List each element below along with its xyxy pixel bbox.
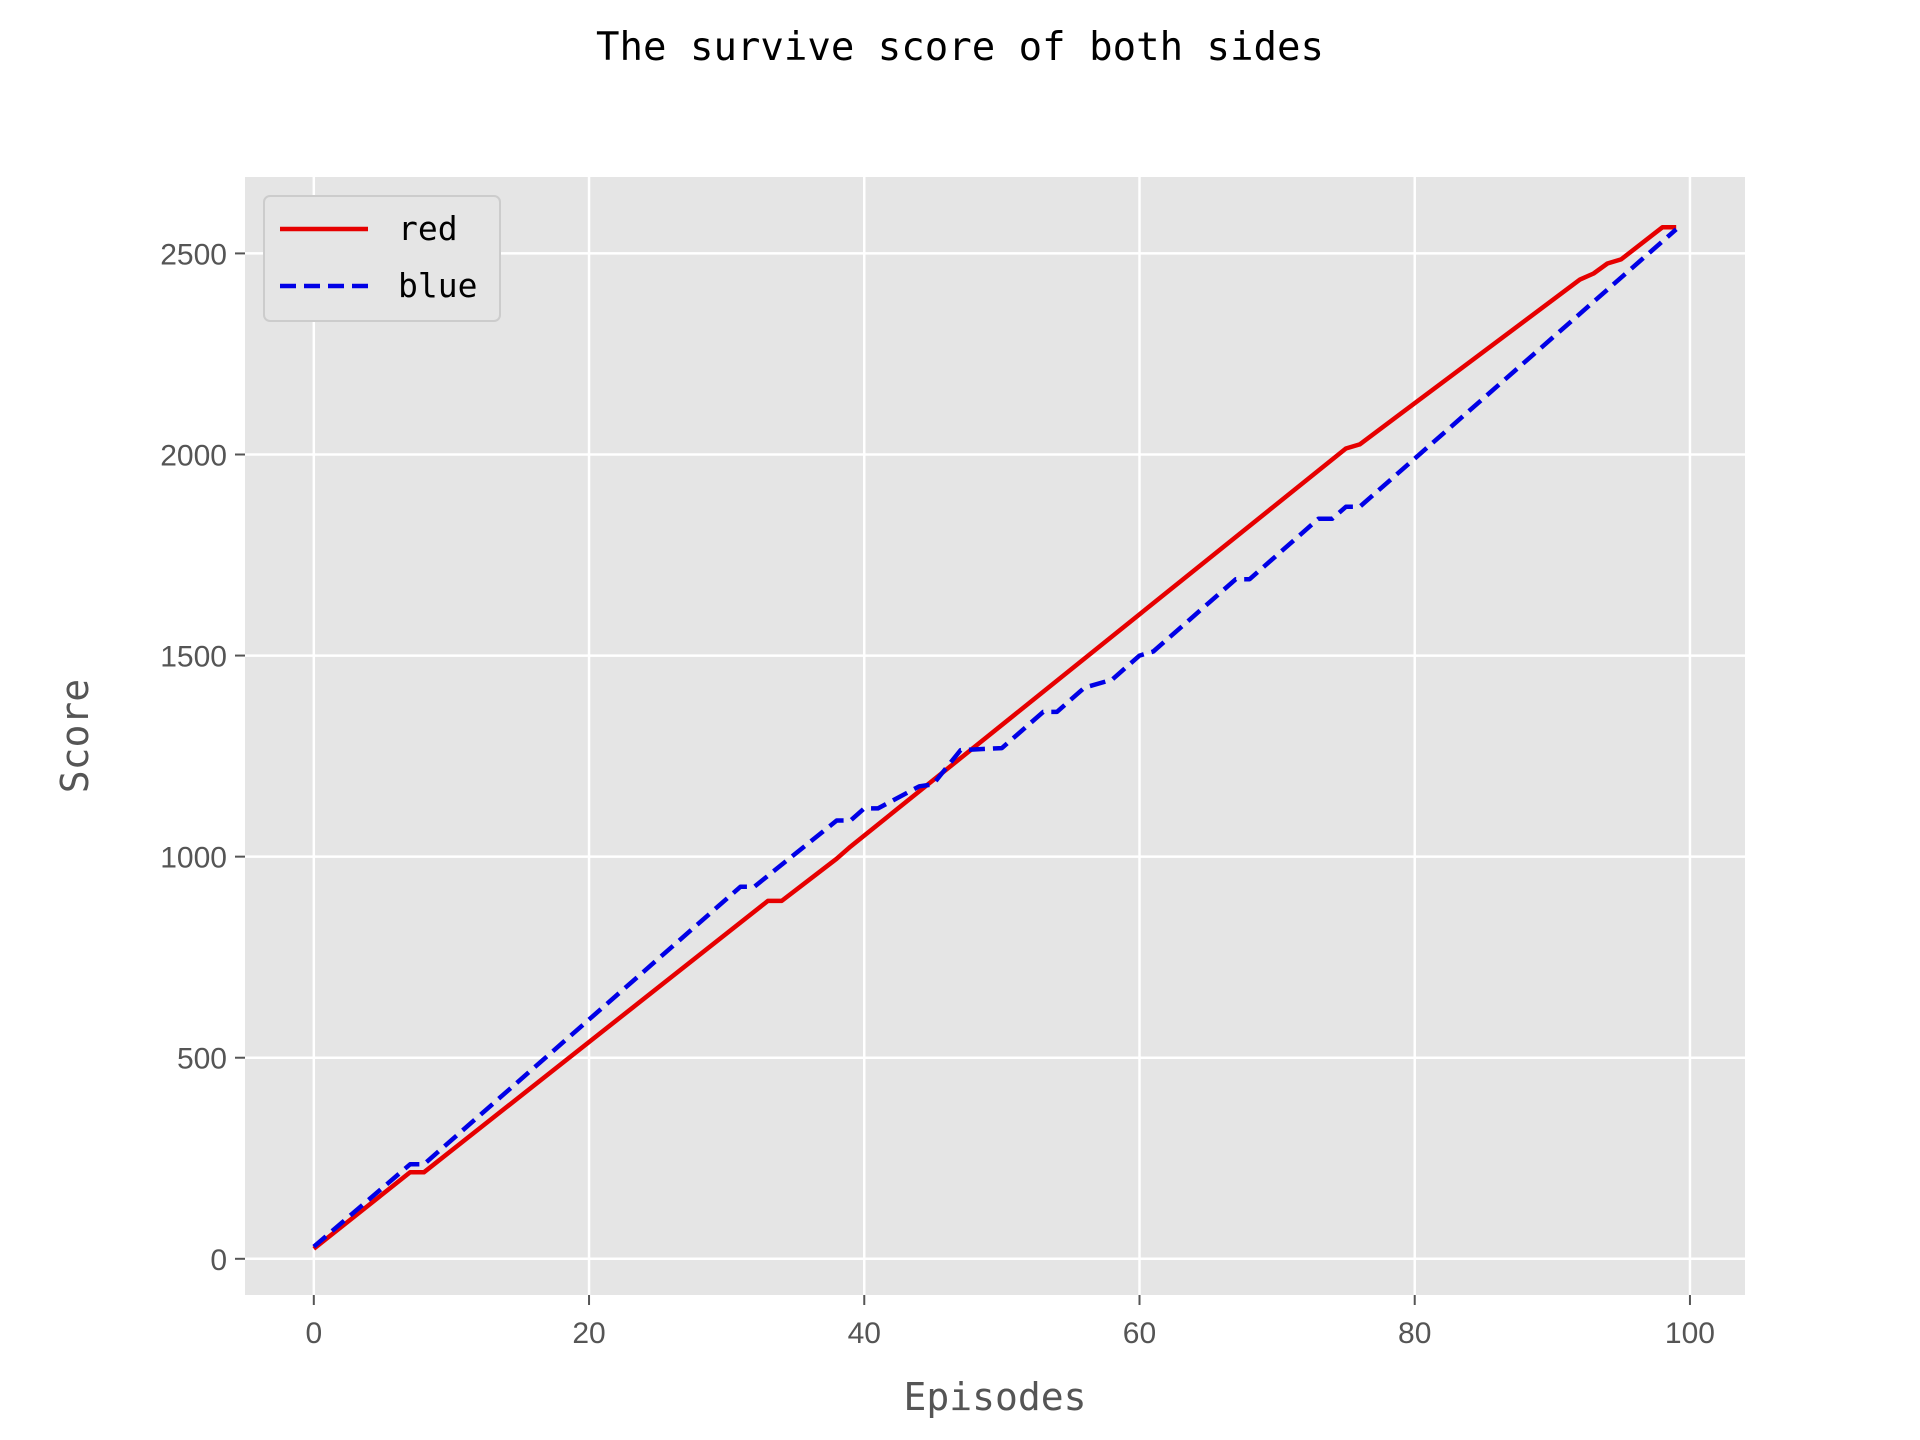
legend-label-blue: blue [398,266,477,305]
series-layer [312,225,1678,1251]
y-tick-label: 1000 [160,842,227,875]
x-axis-label: Episodes [903,1375,1086,1419]
y-axis-label: Score [53,679,97,793]
chart-title: The survive score of both sides [596,25,1324,70]
x-tick-label: 40 [848,1317,881,1350]
y-tick-label: 0 [210,1244,227,1277]
x-axis: 0 20 40 60 80 100 [305,1295,1715,1350]
series-line-red [312,225,1677,1251]
y-tick-label: 2000 [160,439,227,472]
y-tick-label: 1500 [160,641,227,674]
y-tick-label: 2500 [160,238,227,271]
x-tick-label: 20 [572,1317,605,1350]
legend-label-red: red [398,209,458,248]
series-line-blue [312,227,1678,1249]
x-tick-label: 100 [1665,1317,1715,1350]
x-tick-label: 60 [1123,1317,1156,1350]
legend: red blue [263,195,501,322]
y-axis: 0 500 1000 1500 2000 2500 [160,238,245,1277]
x-tick-label: 0 [305,1317,322,1350]
x-tick-label: 80 [1398,1317,1431,1350]
plot-area [245,177,1745,1295]
y-tick-label: 500 [177,1043,227,1076]
